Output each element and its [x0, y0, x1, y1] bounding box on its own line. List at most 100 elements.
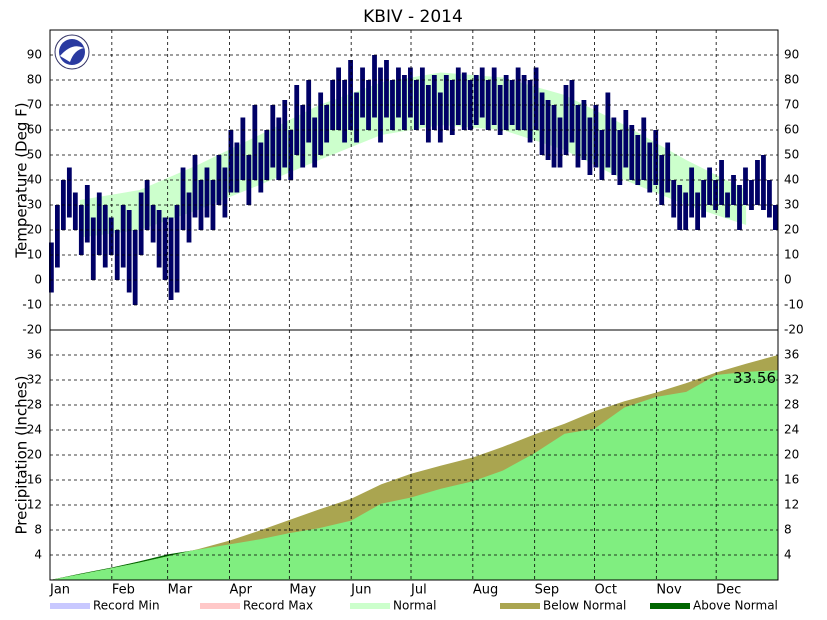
- temp-bar: [204, 167, 210, 218]
- y-tick-label: 8: [784, 523, 792, 537]
- temp-bar: [449, 80, 455, 135]
- temp-bar: [162, 217, 168, 280]
- temp-bar: [575, 105, 581, 168]
- x-tick-label: Mar: [168, 583, 193, 598]
- temp-bar: [282, 100, 288, 168]
- temp-bar: [372, 55, 377, 118]
- legend-swatch: [200, 603, 240, 609]
- temp-bar: [126, 210, 132, 293]
- x-tick-label: Dec: [716, 583, 741, 598]
- temp-bar: [647, 142, 653, 193]
- temp-bar: [270, 105, 276, 168]
- y-tick-label: 20: [784, 223, 799, 237]
- x-tick-label: Aug: [473, 583, 498, 598]
- temp-bar: [437, 92, 443, 143]
- y-tick-label: 30: [27, 198, 42, 212]
- temp-bar: [719, 160, 724, 205]
- temp-bar: [90, 217, 96, 280]
- y-tick-label: -10: [22, 298, 42, 312]
- y-tick-label: 0: [784, 273, 792, 287]
- y-tick-label: 80: [27, 73, 42, 87]
- temp-bar: [240, 117, 246, 180]
- temp-bar: [623, 110, 629, 168]
- temp-bar: [324, 105, 330, 143]
- temp-bar: [138, 192, 144, 255]
- temp-bar: [689, 167, 695, 218]
- temp-bar: [599, 130, 605, 180]
- x-tick-label: Oct: [595, 583, 617, 598]
- temp-bar: [503, 75, 509, 130]
- temp-bar: [461, 72, 467, 130]
- y-tick-label: 50: [27, 148, 42, 162]
- temp-bar: [342, 80, 347, 143]
- y-tick-label: 90: [784, 48, 799, 62]
- temp-bar: [174, 205, 180, 293]
- y-tick-label: 24: [784, 423, 799, 437]
- temp-bar: [641, 117, 647, 180]
- temp-bar: [150, 205, 156, 243]
- temp-bar: [306, 80, 312, 143]
- noaa-logo: [54, 34, 90, 70]
- temp-bar: [348, 60, 353, 130]
- temp-bar: [695, 192, 701, 230]
- temp-bar: [737, 185, 742, 230]
- y-tick-label: 70: [27, 98, 42, 112]
- y-tick-label: 50: [784, 148, 799, 162]
- temp-bar: [473, 75, 479, 125]
- y-axis-label: Temperature (Deg F): [13, 102, 31, 258]
- y-tick-label: 28: [784, 398, 799, 412]
- y-tick-label: 80: [784, 73, 799, 87]
- temp-bar: [108, 217, 114, 255]
- y-tick-label: 60: [27, 123, 42, 137]
- x-tick-label: Jun: [350, 583, 371, 598]
- temp-bar: [384, 60, 389, 118]
- temp-bar: [455, 67, 461, 125]
- y-tick-label: 4: [34, 548, 42, 562]
- x-tick-label: Jan: [49, 583, 70, 598]
- y-tick-label: -20: [784, 323, 804, 337]
- legend-label: Below Normal: [543, 599, 626, 613]
- y-tick-label: 60: [784, 123, 799, 137]
- temp-bar: [222, 167, 228, 218]
- y-tick-label: 4: [784, 548, 792, 562]
- y-tick-label: 12: [784, 498, 799, 512]
- temp-bar: [49, 242, 54, 293]
- temp-bar: [635, 135, 641, 185]
- temp-bar: [707, 167, 712, 205]
- temp-bar: [228, 130, 234, 193]
- temp-bar: [497, 85, 503, 135]
- legend-swatch: [650, 603, 690, 609]
- temp-bar: [300, 105, 306, 168]
- y-tick-label: 28: [27, 398, 42, 412]
- temp-bar: [521, 75, 527, 130]
- temp-bar: [725, 192, 730, 218]
- temp-bar: [336, 67, 342, 130]
- y-tick-label: 24: [27, 423, 42, 437]
- y-tick-label: 40: [784, 173, 799, 187]
- temp-bar: [677, 185, 683, 230]
- temp-bar: [671, 180, 677, 218]
- y-tick-label: 20: [27, 223, 42, 237]
- total-label: 33.56: [733, 369, 776, 387]
- y-tick-label: 16: [784, 473, 799, 487]
- temp-bar: [408, 67, 413, 118]
- temp-bar: [533, 67, 539, 130]
- temp-bar: [509, 80, 515, 125]
- temp-bar: [755, 160, 760, 205]
- x-tick-label: Jul: [410, 583, 427, 598]
- temp-bar: [132, 230, 138, 305]
- temp-bar: [354, 92, 359, 143]
- y-tick-label: 32: [27, 373, 42, 387]
- temp-bar: [587, 117, 593, 175]
- y-tick-label: -10: [784, 298, 804, 312]
- temp-bar: [491, 67, 497, 125]
- plot-area: 33.56: [49, 30, 778, 580]
- temp-bar: [701, 180, 706, 218]
- temp-bar: [318, 92, 324, 155]
- legend-label: Record Max: [243, 599, 313, 613]
- y-tick-label: 32: [784, 373, 799, 387]
- temp-bar: [767, 180, 772, 218]
- temp-bar: [276, 117, 282, 180]
- temp-bar: [180, 167, 186, 230]
- legend-label: Record Min: [93, 599, 160, 613]
